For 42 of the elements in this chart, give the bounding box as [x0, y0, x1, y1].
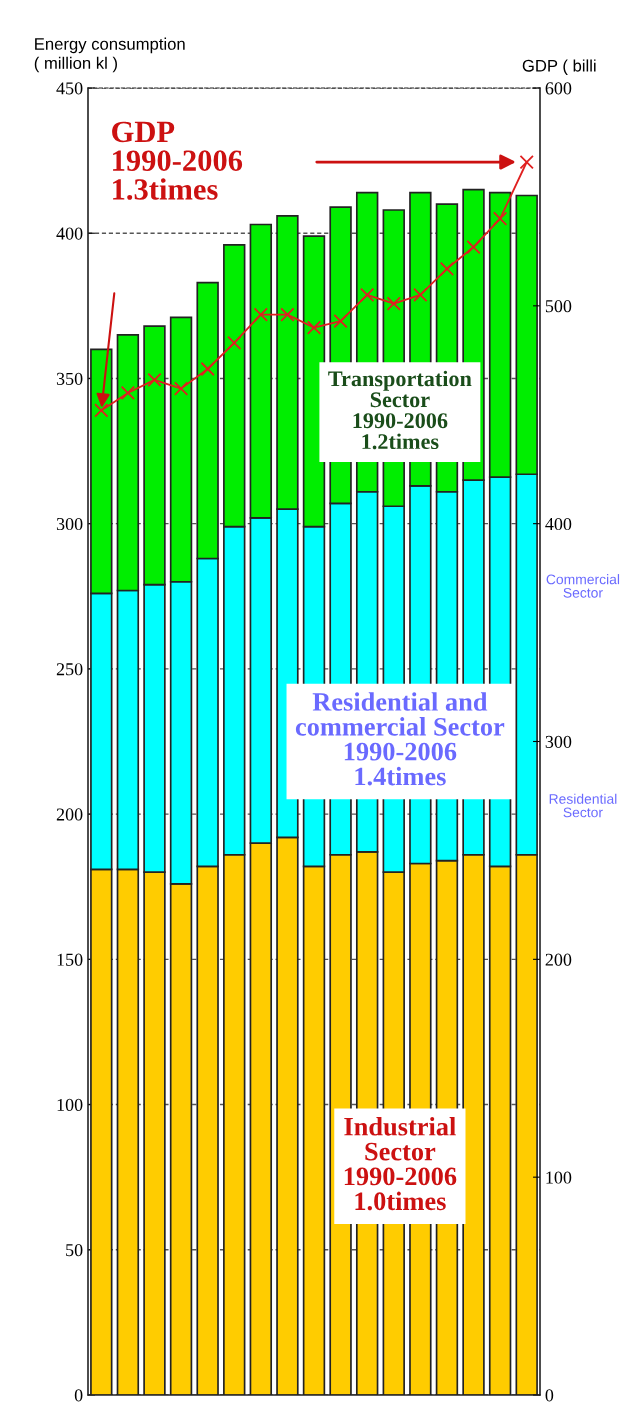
point — [333, 313, 348, 329]
point — [466, 239, 481, 255]
point — [120, 385, 136, 401]
text: Commercial Sector — [546, 574, 620, 598]
y2-tick-label: 200 — [545, 953, 572, 966]
annotation: Residential and commercial Sector 1990-2006 1.4times — [295, 692, 505, 786]
point — [173, 381, 189, 396]
point — [360, 287, 375, 303]
point — [492, 211, 508, 226]
point — [439, 261, 455, 276]
point — [519, 154, 534, 170]
y-tick-label: 450 — [56, 82, 83, 95]
y-tick-label: 350 — [56, 372, 83, 385]
y2-axis-title: GDP ( billi — [522, 59, 596, 75]
y-tick-label: 250 — [56, 663, 83, 676]
y2-tick-label: 100 — [546, 1171, 572, 1184]
annotation: GDP 1990-2006 1.3times — [112, 121, 243, 200]
text: Residential Sector — [549, 793, 617, 818]
point — [386, 296, 401, 311]
point — [413, 287, 428, 303]
point — [227, 335, 242, 351]
point — [200, 361, 215, 377]
y-tick-label: 300 — [56, 517, 83, 531]
y2-tick-label: 300 — [545, 735, 572, 748]
y-tick-label: 50 — [66, 1244, 83, 1257]
point — [280, 307, 295, 322]
y2-tick-label: 400 — [545, 517, 572, 531]
y-tick-label: 100 — [57, 1098, 83, 1111]
y-tick-label: 200 — [56, 808, 83, 821]
annotation: Transportation Sector 1990-2006 1.2times — [328, 370, 472, 450]
point — [306, 320, 322, 335]
y2-tick-label: 600 — [545, 82, 572, 95]
y2-tick-label: 500 — [545, 300, 572, 313]
y-tick-label: 0 — [74, 1389, 83, 1402]
annotation: Industrial Sector 1990-2006 1.0times — [344, 1117, 457, 1211]
point — [253, 307, 268, 322]
y-tick-label: 150 — [57, 953, 83, 966]
y-tick-label: 400 — [56, 227, 83, 240]
y-axis-title: Energy consumption ( million kl ) — [34, 37, 185, 73]
y2-tick-label: 0 — [545, 1389, 554, 1402]
point — [94, 403, 109, 418]
point — [147, 372, 162, 388]
